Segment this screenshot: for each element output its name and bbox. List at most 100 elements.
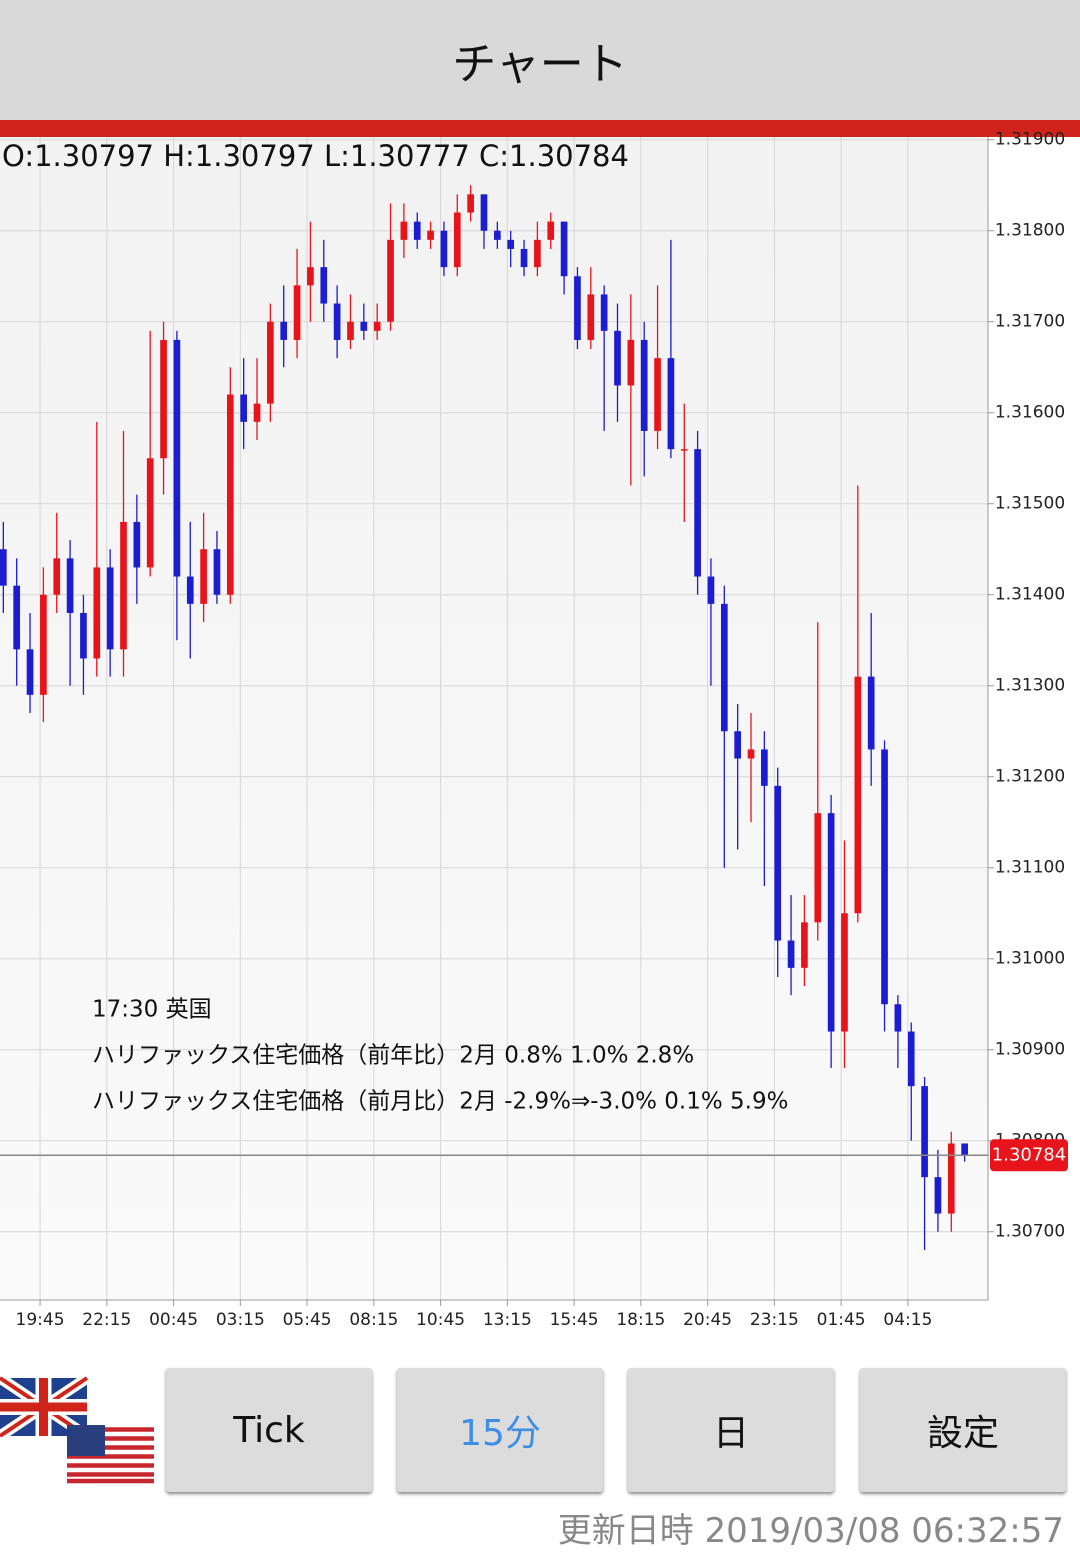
candle-body xyxy=(747,749,755,759)
candle-body xyxy=(761,749,768,786)
x-tick-label: 03:15 xyxy=(216,1310,265,1330)
candle-body xyxy=(40,594,47,695)
candle-body xyxy=(734,731,741,759)
candle-body xyxy=(961,1143,968,1156)
chart: O:1.30797 H:1.30797 L:1.30777 C:1.30784 … xyxy=(0,130,1068,1330)
candle-body xyxy=(333,303,341,340)
candle-body xyxy=(106,567,114,650)
candle-body xyxy=(774,785,782,941)
candle-body xyxy=(654,358,661,431)
annotation-line: ハリファックス住宅価格（前年比）2月 0.8% 1.0% 2.8% xyxy=(92,1043,694,1069)
y-tick-label: 1.31500 xyxy=(995,494,1065,514)
candle-body xyxy=(26,649,34,695)
candle-body xyxy=(947,1143,955,1214)
y-tick-label: 1.31100 xyxy=(995,858,1065,878)
settings-button[interactable]: 設定 xyxy=(860,1368,1066,1492)
candle-body xyxy=(66,558,74,613)
candle-body xyxy=(133,521,141,568)
x-tick-label: 04:15 xyxy=(883,1310,932,1330)
candle-body xyxy=(707,576,715,604)
y-tick-label: 1.31000 xyxy=(995,949,1065,969)
uk-flag xyxy=(0,1376,91,1441)
candle-body xyxy=(280,321,288,340)
candle-body xyxy=(360,321,368,331)
tick-button[interactable]: Tick xyxy=(166,1368,372,1492)
candle-body xyxy=(574,276,581,340)
candle-body xyxy=(253,403,261,422)
y-tick-label: 1.31600 xyxy=(995,403,1065,423)
candle-body xyxy=(787,940,795,968)
candle-body xyxy=(53,558,61,595)
candle-body xyxy=(160,339,167,459)
x-tick-label: 23:15 xyxy=(750,1310,799,1330)
candle-body xyxy=(934,1177,942,1214)
candle-body xyxy=(667,358,675,450)
candle-body xyxy=(93,567,101,659)
x-tick-label: 00:45 xyxy=(149,1310,198,1330)
candle-body xyxy=(400,221,408,240)
candle-body xyxy=(507,239,515,249)
x-tick-label: 05:45 xyxy=(283,1310,332,1330)
x-tick-label: 10:45 xyxy=(416,1310,465,1330)
candle-body xyxy=(534,239,541,268)
candle-body xyxy=(494,230,501,240)
y-tick-label: 1.31400 xyxy=(995,585,1065,605)
x-tick-label: 22:15 xyxy=(82,1310,131,1330)
candle-body xyxy=(627,339,635,386)
candle-body xyxy=(480,194,488,231)
x-tick-label: 13:15 xyxy=(483,1310,532,1330)
candle-body xyxy=(694,449,701,577)
x-tick-label: 19:45 xyxy=(16,1310,65,1330)
x-tick-label: 01:45 xyxy=(817,1310,866,1330)
y-tick-label: 1.31700 xyxy=(995,312,1065,332)
candle-body xyxy=(467,194,474,213)
candle-body xyxy=(881,749,888,1005)
day-button[interactable]: 日 xyxy=(628,1368,834,1492)
us-flag xyxy=(67,1425,154,1484)
y-tick-label: 1.31200 xyxy=(995,767,1065,787)
candle-body xyxy=(841,913,848,1032)
candle-body xyxy=(320,267,328,304)
interval-button[interactable]: 15分 xyxy=(397,1368,603,1492)
currency-flags[interactable] xyxy=(0,1376,160,1486)
candle-body xyxy=(0,549,7,586)
header-title: チャート xyxy=(452,39,628,90)
candle-body xyxy=(907,1031,915,1087)
candle-body xyxy=(827,813,835,1032)
x-tick-label: 15:45 xyxy=(550,1310,599,1330)
button-label: Tick xyxy=(233,1409,305,1451)
candle-body xyxy=(146,458,154,568)
candle-body xyxy=(347,321,354,340)
button-label: 日 xyxy=(712,1413,749,1454)
plot-area xyxy=(0,137,988,1300)
candle-body xyxy=(427,230,434,240)
candle-body xyxy=(560,221,568,277)
candle-body xyxy=(226,394,234,595)
candle-body xyxy=(186,576,194,604)
update-time: 更新日時 2019/03/08 06:32:57 xyxy=(557,1511,1064,1551)
candle-body xyxy=(520,248,528,268)
candle-body xyxy=(373,321,381,331)
candle-body xyxy=(267,321,274,404)
current-price-tag xyxy=(990,1139,1068,1172)
y-tick-label: 1.31900 xyxy=(995,130,1065,150)
candle-body xyxy=(854,676,862,914)
annotation-line: ハリファックス住宅価格（前月比）2月 -2.9%⇒-3.0% 0.1% 5.9% xyxy=(92,1089,788,1115)
current-price-label: 1.30784 xyxy=(992,1144,1066,1165)
candle-body xyxy=(600,294,608,331)
candle-body xyxy=(13,585,21,650)
x-tick-label: 18:15 xyxy=(616,1310,665,1330)
candle-body xyxy=(720,603,728,732)
accent-bar xyxy=(0,120,1080,137)
candle-body xyxy=(200,549,207,604)
candle-body xyxy=(640,339,648,431)
candle-body xyxy=(413,221,421,240)
button-label: 設定 xyxy=(926,1413,999,1454)
candle-body xyxy=(387,239,394,322)
candle-body xyxy=(921,1086,928,1178)
candle-body xyxy=(547,221,555,240)
candle-body xyxy=(614,330,621,386)
candle-body xyxy=(680,449,688,451)
app-header: チャート xyxy=(0,0,1080,120)
candle-body xyxy=(293,285,301,340)
